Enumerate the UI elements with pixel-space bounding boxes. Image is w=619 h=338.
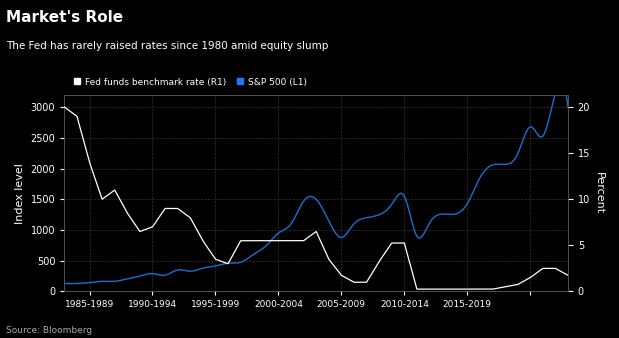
Text: The Fed has rarely raised rates since 1980 amid equity slump: The Fed has rarely raised rates since 19… [6, 41, 329, 51]
Legend: Fed funds benchmark rate (R1), S&P 500 (L1): Fed funds benchmark rate (R1), S&P 500 (… [69, 74, 311, 90]
Text: Source: Bloomberg: Source: Bloomberg [6, 325, 92, 335]
Text: Market's Role: Market's Role [6, 10, 123, 25]
Y-axis label: Percent: Percent [594, 172, 604, 214]
Y-axis label: Index level: Index level [15, 163, 25, 224]
